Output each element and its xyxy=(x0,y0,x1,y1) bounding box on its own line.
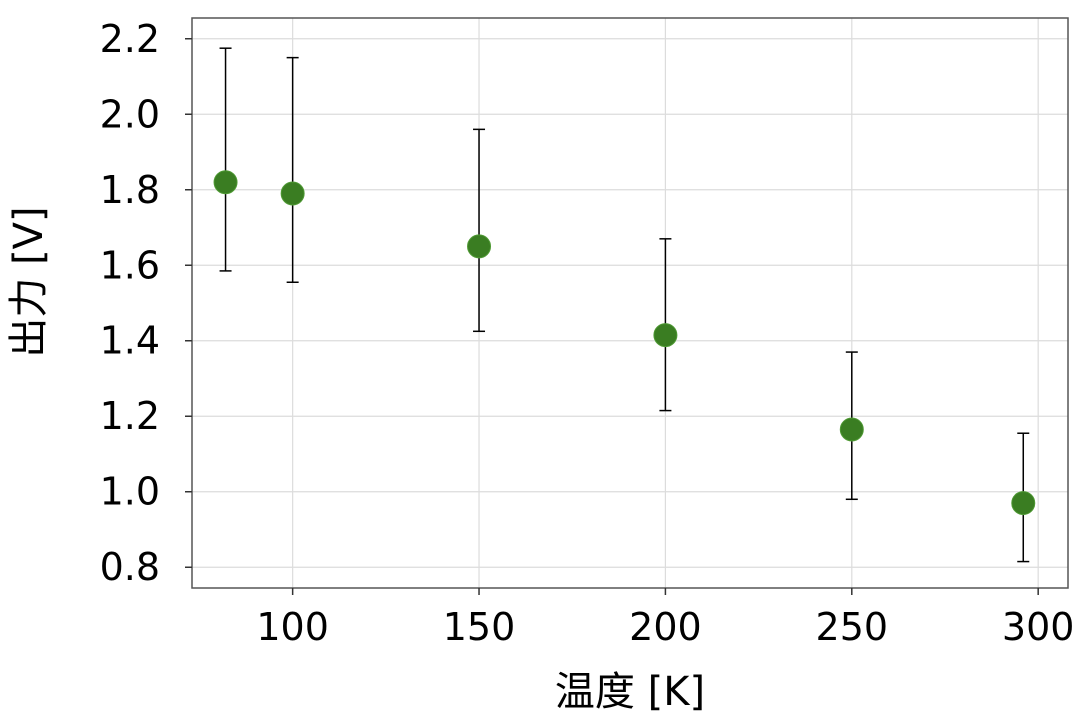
data-point xyxy=(467,234,492,259)
data-point xyxy=(280,181,305,206)
y-tick-label: 1.0 xyxy=(100,470,160,514)
x-tick-label: 100 xyxy=(256,605,329,649)
data-point xyxy=(653,323,678,348)
y-axis-title: 出力 [V] xyxy=(6,206,52,357)
x-axis-title: 温度 [K] xyxy=(555,669,705,715)
error-bars xyxy=(219,47,1030,563)
data-points xyxy=(213,170,1036,516)
data-point xyxy=(839,417,864,442)
x-tick-label: 250 xyxy=(816,605,889,649)
y-tick-label: 1.4 xyxy=(100,319,160,363)
axis-ticks: 100 150 200 250 300 0.8 1.0 1.2 1.4 1.6 1.8 2.0 2.2 xyxy=(100,17,1075,649)
y-tick-label: 1.8 xyxy=(100,168,160,212)
y-tick-label: 1.2 xyxy=(100,394,160,438)
x-tick-label: 200 xyxy=(629,605,702,649)
x-tick-label: 150 xyxy=(443,605,516,649)
x-tick-label: 300 xyxy=(1002,605,1075,649)
y-tick-label: 1.6 xyxy=(100,243,160,287)
grid-lines xyxy=(192,18,1068,588)
data-point xyxy=(1011,491,1036,516)
y-tick-label: 0.8 xyxy=(100,545,160,589)
y-tick-label: 2.2 xyxy=(100,17,160,61)
data-point xyxy=(213,170,238,195)
y-tick-label: 2.0 xyxy=(100,92,160,136)
plot-frame xyxy=(191,17,1069,589)
